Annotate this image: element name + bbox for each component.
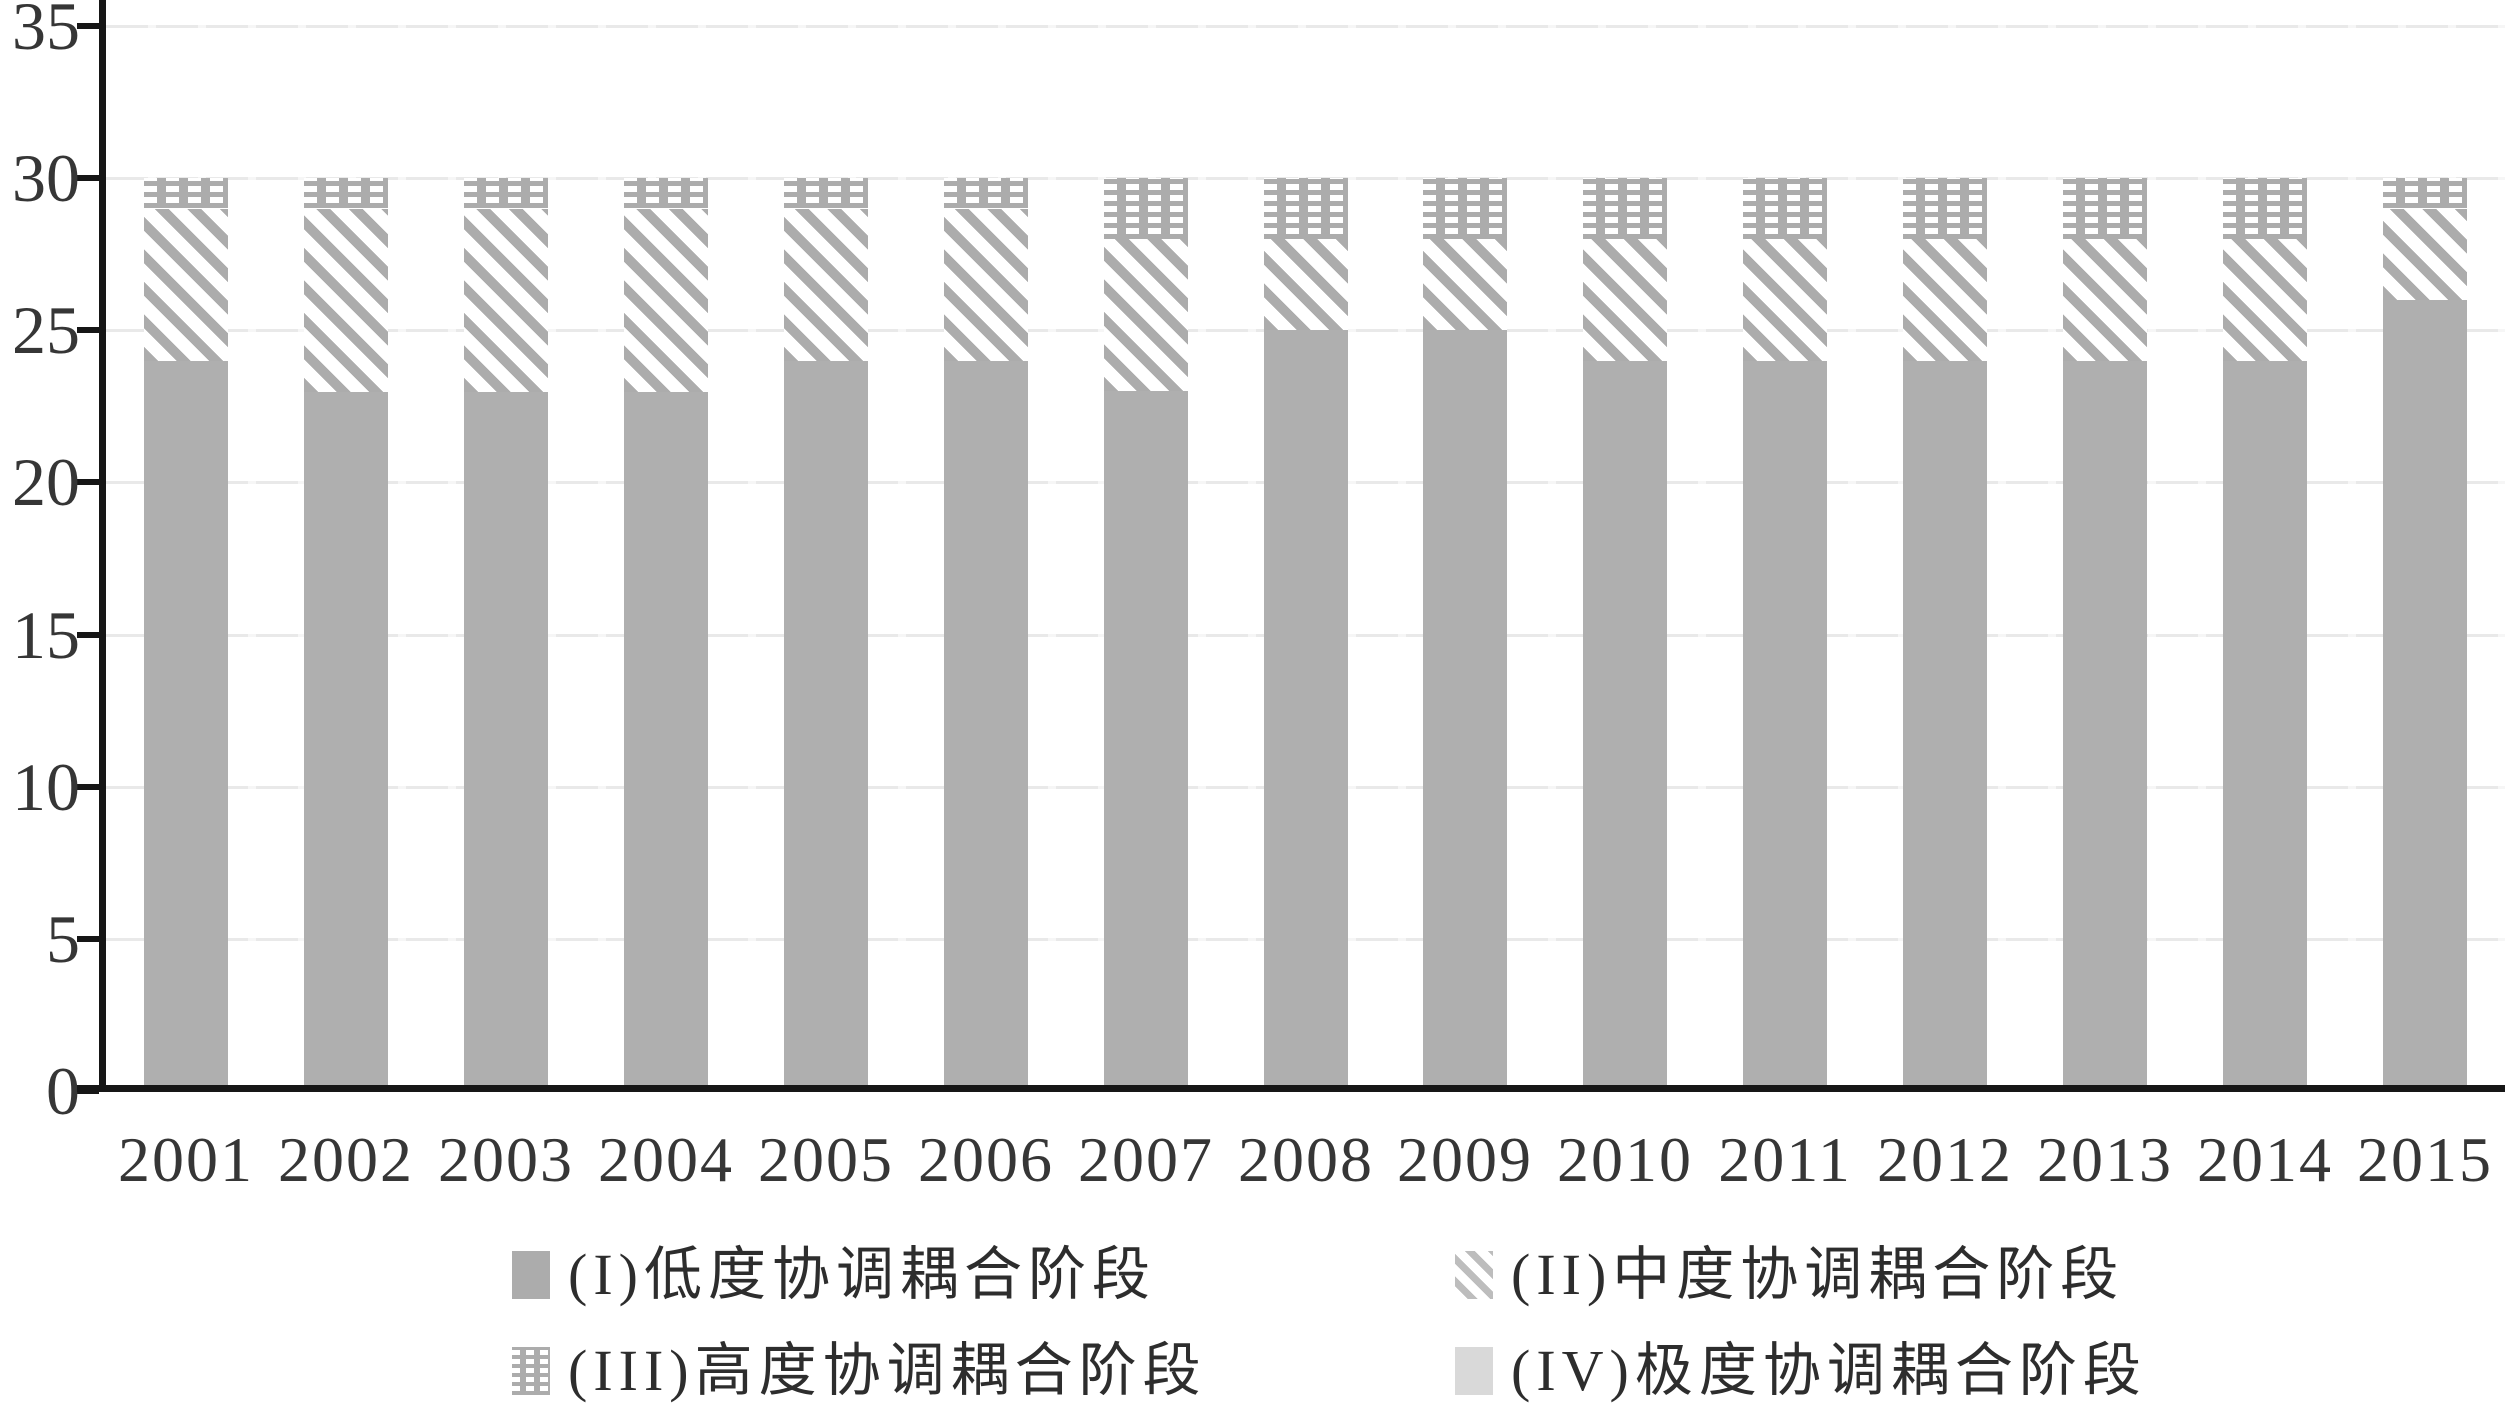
y-tick-label-30: 30 — [12, 140, 80, 217]
y-tick-10 — [77, 783, 99, 790]
y-tick-label-5: 5 — [46, 900, 80, 977]
bar-segment-2004-hatch — [624, 209, 708, 392]
legend-item-2: (II)中度协调耦合阶段 — [1455, 1235, 2124, 1315]
bar-segment-2015-brick — [2383, 178, 2467, 208]
bar-segment-2013-brick — [2063, 178, 2147, 239]
legend-label-1: (I)低度协调耦合阶段 — [568, 1242, 1156, 1307]
legend-item-3: (III)高度协调耦合阶段 — [512, 1331, 1207, 1407]
bar-segment-2010-hatch — [1583, 239, 1667, 361]
x-label-2010: 2010 — [1557, 1124, 1693, 1195]
legend-swatch-2 — [1455, 1251, 1493, 1299]
bar-segment-2003-solid — [464, 391, 548, 1091]
y-tick-label-10: 10 — [12, 748, 80, 825]
bar-segment-2008-hatch — [1264, 239, 1348, 330]
bar-segment-2011-brick — [1743, 178, 1827, 239]
bar-segment-2003-brick — [464, 178, 548, 208]
legend-swatch-4 — [1455, 1347, 1493, 1395]
legend-swatch-1 — [512, 1251, 550, 1299]
bar-segment-2007-hatch — [1104, 239, 1188, 391]
x-label-2012: 2012 — [1877, 1124, 2013, 1195]
legend-label-3: (III)高度协调耦合阶段 — [568, 1338, 1207, 1403]
x-label-2014: 2014 — [2197, 1124, 2333, 1195]
bar-segment-2006-hatch — [944, 209, 1028, 361]
x-label-2003: 2003 — [438, 1124, 574, 1195]
legend-swatch-3 — [512, 1347, 550, 1395]
bar-segment-2011-solid — [1743, 361, 1827, 1091]
bar-segment-2002-solid — [304, 391, 388, 1091]
x-label-2007: 2007 — [1078, 1124, 1214, 1195]
legend-label-4: (IV)极度协调耦合阶段 — [1511, 1338, 2147, 1403]
x-label-2002: 2002 — [278, 1124, 414, 1195]
x-label-2005: 2005 — [758, 1124, 894, 1195]
y-tick-label-0: 0 — [46, 1053, 80, 1129]
bar-segment-2005-brick — [784, 178, 868, 208]
bar-segment-2004-solid — [624, 391, 708, 1091]
legend-label-2: (II)中度协调耦合阶段 — [1511, 1242, 2125, 1307]
x-label-2009: 2009 — [1397, 1124, 1533, 1195]
bar-segment-2005-solid — [784, 361, 868, 1091]
x-label-2001: 2001 — [118, 1124, 254, 1195]
bar-segment-2008-solid — [1264, 330, 1348, 1091]
bar-segment-2007-brick — [1104, 178, 1188, 239]
x-label-2011: 2011 — [1718, 1124, 1852, 1195]
gridline-35 — [106, 24, 2505, 28]
y-tick-25 — [77, 327, 99, 334]
y-axis — [99, 0, 106, 1091]
y-tick-label-35: 35 — [12, 0, 80, 64]
bar-segment-2015-hatch — [2383, 209, 2467, 300]
bar-segment-2012-brick — [1903, 178, 1987, 239]
bar-segment-2009-solid — [1423, 330, 1507, 1091]
x-label-2015: 2015 — [2357, 1124, 2493, 1195]
bar-segment-2009-hatch — [1423, 239, 1507, 330]
x-label-2004: 2004 — [598, 1124, 734, 1195]
bar-segment-2001-brick — [144, 178, 228, 208]
bar-segment-2012-solid — [1903, 361, 1987, 1091]
bar-segment-2014-solid — [2223, 361, 2307, 1091]
x-label-2013: 2013 — [2037, 1124, 2173, 1195]
bar-segment-2010-solid — [1583, 361, 1667, 1091]
y-tick-5 — [77, 935, 99, 942]
x-label-2008: 2008 — [1238, 1124, 1374, 1195]
legend-item-1: (I)低度协调耦合阶段 — [512, 1235, 1156, 1315]
bar-segment-2010-brick — [1583, 178, 1667, 239]
bar-segment-2008-brick — [1264, 178, 1348, 239]
y-tick-label-20: 20 — [12, 444, 80, 521]
y-tick-20 — [77, 479, 99, 486]
y-tick-15 — [77, 631, 99, 638]
bar-segment-2014-brick — [2223, 178, 2307, 239]
y-tick-35 — [77, 22, 99, 29]
bar-segment-2015-solid — [2383, 300, 2467, 1091]
x-axis — [77, 1085, 2505, 1092]
bar-segment-2001-hatch — [144, 209, 228, 361]
bar-segment-2001-solid — [144, 361, 228, 1091]
bar-segment-2002-hatch — [304, 209, 388, 392]
y-tick-label-25: 25 — [12, 292, 80, 369]
legend-item-4: (IV)极度协调耦合阶段 — [1455, 1331, 2147, 1407]
bar-segment-2013-hatch — [2063, 239, 2147, 361]
bar-segment-2013-solid — [2063, 361, 2147, 1091]
bar-segment-2005-hatch — [784, 209, 868, 361]
bar-segment-2002-brick — [304, 178, 388, 208]
bar-segment-2007-solid — [1104, 391, 1188, 1091]
bar-segment-2004-brick — [624, 178, 708, 208]
bar-segment-2006-solid — [944, 361, 1028, 1091]
bar-segment-2009-brick — [1423, 178, 1507, 239]
bar-segment-2012-hatch — [1903, 239, 1987, 361]
bar-segment-2003-hatch — [464, 209, 548, 392]
bar-segment-2011-hatch — [1743, 239, 1827, 361]
y-tick-30 — [77, 175, 99, 182]
y-tick-label-15: 15 — [12, 596, 80, 673]
bar-segment-2006-brick — [944, 178, 1028, 208]
bar-segment-2014-hatch — [2223, 239, 2307, 361]
x-label-2006: 2006 — [918, 1124, 1054, 1195]
